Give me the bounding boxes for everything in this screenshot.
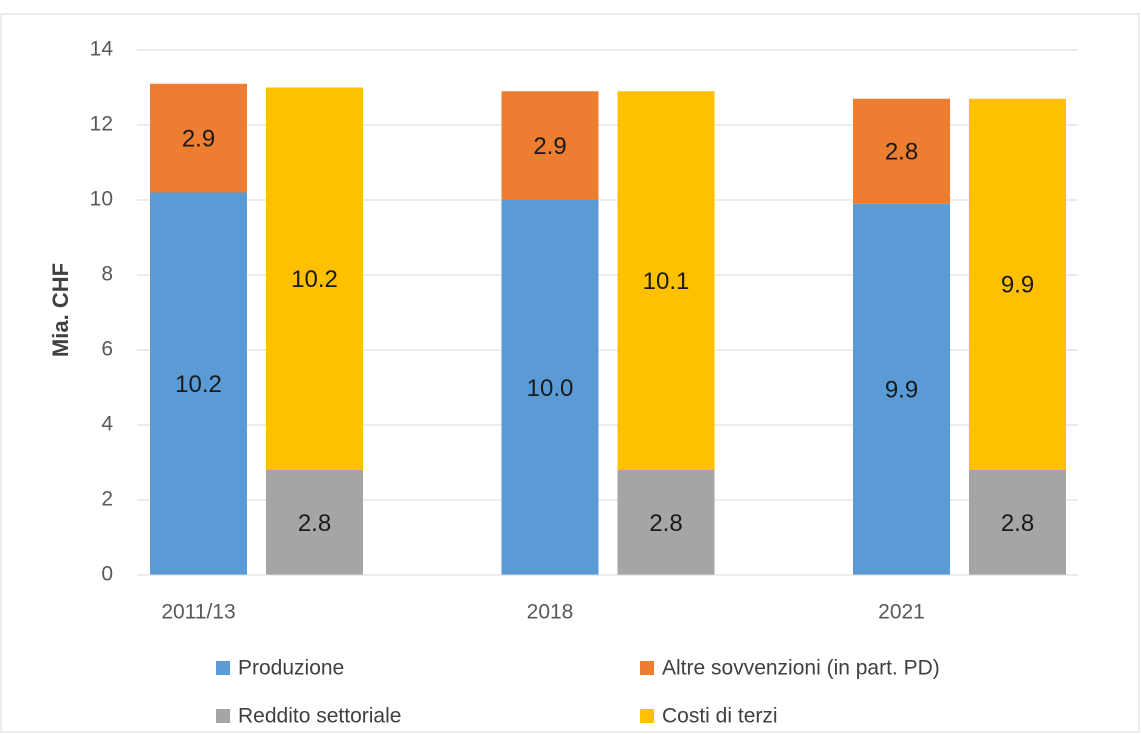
legend-label: Costi di terzi (662, 705, 778, 728)
y-axis-label: Mia. CHF (48, 263, 73, 357)
legend-label: Altre sovvenzioni (in part. PD) (662, 657, 940, 680)
bar-segment (150, 192, 247, 575)
y-tick-label: 12 (90, 113, 113, 136)
y-tick-label: 6 (101, 338, 113, 361)
data-label: 2.8 (1001, 510, 1034, 537)
data-label: 10.0 (527, 375, 574, 402)
bar-segment (266, 470, 363, 575)
y-tick-label: 4 (101, 413, 113, 436)
y-tick-label: 2 (101, 488, 113, 511)
bar-segment (501, 91, 599, 200)
y-tick-label: 14 (90, 38, 114, 61)
bar-segment (150, 83, 247, 193)
data-label: 2.8 (649, 510, 682, 537)
legend-swatch (640, 661, 654, 675)
bar-segment (853, 98, 950, 204)
data-label: 2.9 (182, 125, 215, 152)
data-label: 2.8 (298, 510, 331, 537)
bar-segment (501, 200, 599, 575)
bar-segment (969, 470, 1066, 575)
legend-swatch (216, 661, 230, 675)
data-label: 9.9 (885, 377, 918, 404)
bar-segment (266, 87, 363, 470)
data-label: 10.2 (291, 266, 338, 293)
y-tick-label: 8 (101, 263, 113, 286)
bar-segment (617, 91, 715, 470)
x-tick-label: 2011/13 (161, 601, 235, 624)
legend-swatch (216, 709, 230, 723)
legend-swatch (640, 709, 654, 723)
data-label: 10.1 (643, 268, 690, 295)
legend-label: Reddito settoriale (238, 705, 401, 728)
y-tick-label: 10 (90, 188, 113, 211)
x-tick-label: 2018 (527, 601, 574, 624)
data-label: 10.2 (175, 371, 222, 398)
bar-segment (617, 470, 715, 575)
y-tick-label: 0 (101, 563, 113, 586)
data-label: 2.8 (885, 139, 918, 166)
data-label: 9.9 (1001, 272, 1034, 299)
bar-segment (853, 203, 950, 575)
x-tick-label: 2021 (878, 601, 925, 624)
data-label: 2.9 (533, 133, 566, 160)
legend-label: Produzione (238, 657, 344, 680)
bar-segment (969, 98, 1066, 470)
